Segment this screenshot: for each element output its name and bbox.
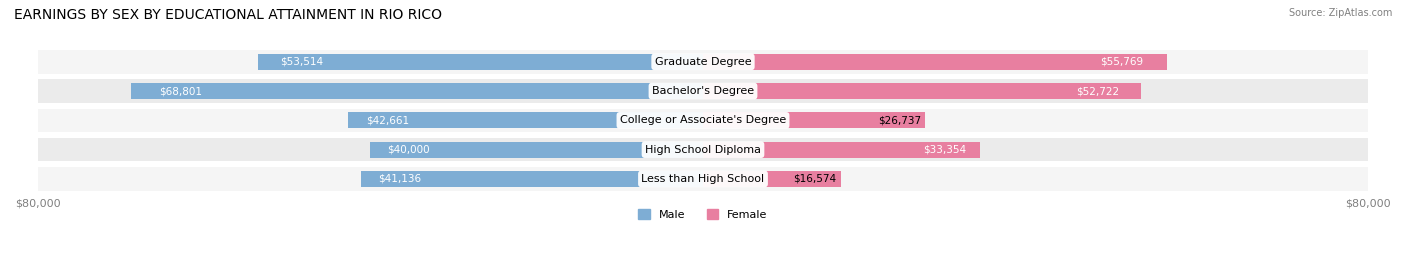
Text: Source: ZipAtlas.com: Source: ZipAtlas.com (1288, 8, 1392, 18)
Text: Bachelor's Degree: Bachelor's Degree (652, 86, 754, 96)
Text: $41,136: $41,136 (378, 174, 422, 184)
Bar (38, 50, 1368, 73)
Bar (703, 171, 841, 187)
Text: $53,514: $53,514 (280, 57, 323, 67)
Text: $55,769: $55,769 (1101, 57, 1143, 67)
Bar (38, 138, 1368, 161)
Bar (370, 142, 703, 158)
Text: $40,000: $40,000 (387, 145, 430, 155)
Bar (349, 112, 703, 128)
Text: High School Diploma: High School Diploma (645, 145, 761, 155)
Bar (703, 83, 1142, 99)
Legend: Male, Female: Male, Female (634, 205, 772, 225)
Text: $42,661: $42,661 (366, 115, 409, 125)
Text: College or Associate's Degree: College or Associate's Degree (620, 115, 786, 125)
Bar (38, 79, 1368, 103)
Bar (703, 54, 1167, 70)
Bar (703, 142, 980, 158)
Text: $52,722: $52,722 (1077, 86, 1119, 96)
Text: $33,354: $33,354 (924, 145, 966, 155)
Bar (259, 54, 703, 70)
Text: Less than High School: Less than High School (641, 174, 765, 184)
Text: Graduate Degree: Graduate Degree (655, 57, 751, 67)
Bar (38, 167, 1368, 191)
Text: $26,737: $26,737 (877, 115, 921, 125)
Text: $16,574: $16,574 (793, 174, 837, 184)
Bar (703, 112, 925, 128)
Bar (131, 83, 703, 99)
Bar (361, 171, 703, 187)
Bar (38, 109, 1368, 132)
Text: $68,801: $68,801 (159, 86, 202, 96)
Text: EARNINGS BY SEX BY EDUCATIONAL ATTAINMENT IN RIO RICO: EARNINGS BY SEX BY EDUCATIONAL ATTAINMEN… (14, 8, 441, 22)
